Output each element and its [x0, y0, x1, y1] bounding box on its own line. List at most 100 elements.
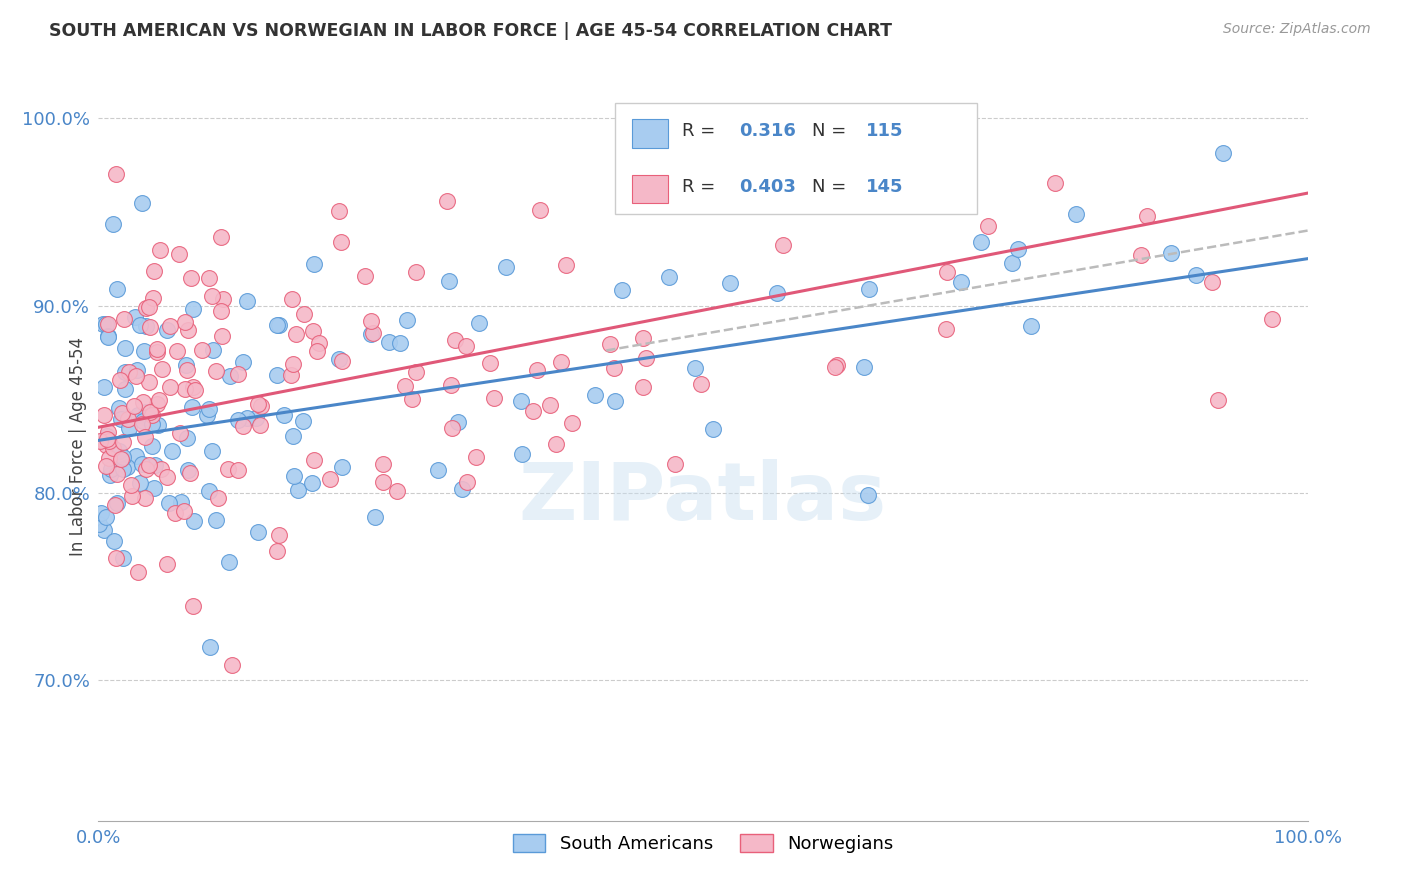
- Point: [1212, 146, 1234, 161]
- Point: [98, 450, 121, 465]
- Point: [170, 495, 193, 509]
- Point: [456, 475, 478, 490]
- Point: [283, 469, 305, 483]
- Point: [142, 291, 165, 305]
- Point: [110, 412, 132, 426]
- Point: [308, 335, 330, 350]
- Point: [236, 410, 259, 425]
- Point: [1260, 312, 1282, 326]
- Point: [166, 344, 188, 359]
- Point: [307, 344, 329, 359]
- Point: [135, 301, 157, 315]
- Point: [146, 417, 169, 432]
- Point: [117, 412, 139, 426]
- Point: [173, 383, 195, 397]
- Point: [132, 395, 155, 409]
- Point: [226, 413, 249, 427]
- Point: [134, 429, 156, 443]
- Text: N =: N =: [811, 178, 852, 195]
- Point: [388, 335, 411, 350]
- Point: [330, 235, 353, 249]
- Point: [371, 457, 394, 471]
- Point: [664, 457, 686, 471]
- Point: [328, 204, 350, 219]
- Text: 0.316: 0.316: [740, 122, 796, 140]
- Point: [364, 510, 387, 524]
- Point: [935, 322, 957, 336]
- Point: [304, 452, 326, 467]
- Point: [105, 168, 128, 182]
- Point: [103, 533, 125, 548]
- Point: [96, 428, 118, 442]
- Point: [209, 230, 232, 244]
- Point: [510, 447, 533, 461]
- Text: R =: R =: [682, 122, 721, 140]
- Point: [111, 462, 134, 476]
- Point: [526, 363, 548, 377]
- Point: [181, 380, 204, 394]
- Point: [236, 294, 259, 309]
- Point: [173, 504, 195, 518]
- Point: [114, 341, 136, 355]
- Point: [426, 463, 449, 477]
- Point: [605, 393, 627, 408]
- Point: [169, 425, 191, 440]
- Point: [401, 392, 423, 406]
- Point: [98, 468, 121, 483]
- Point: [143, 458, 166, 473]
- Point: [112, 450, 135, 464]
- Point: [603, 361, 626, 376]
- Point: [150, 362, 173, 376]
- Point: [1208, 392, 1230, 407]
- Point: [111, 435, 134, 450]
- Point: [114, 365, 136, 379]
- Point: [284, 326, 307, 341]
- Point: [720, 276, 742, 290]
- Point: [157, 496, 180, 510]
- Point: [464, 450, 486, 464]
- Point: [156, 470, 179, 484]
- Point: [93, 408, 115, 422]
- Point: [522, 404, 544, 418]
- Point: [198, 640, 221, 655]
- Point: [183, 599, 205, 614]
- Point: [702, 422, 724, 436]
- Point: [181, 301, 204, 316]
- Point: [387, 484, 409, 499]
- Point: [145, 397, 167, 411]
- Point: [183, 384, 205, 398]
- Point: [204, 364, 226, 378]
- Point: [245, 411, 267, 425]
- Point: [690, 377, 713, 392]
- Point: [405, 365, 427, 379]
- Point: [129, 318, 152, 332]
- Point: [122, 399, 145, 413]
- Point: [134, 491, 156, 505]
- Point: [1007, 242, 1029, 256]
- Point: [482, 391, 505, 405]
- Point: [301, 475, 323, 490]
- Point: [105, 282, 128, 296]
- Point: [110, 452, 132, 467]
- Point: [198, 271, 221, 285]
- Text: ZIPatlas: ZIPatlas: [519, 459, 887, 538]
- Point: [1136, 210, 1159, 224]
- Text: 0.403: 0.403: [740, 178, 796, 195]
- Point: [936, 265, 959, 279]
- Point: [174, 359, 197, 373]
- Point: [328, 351, 350, 366]
- Point: [105, 496, 128, 510]
- Point: [180, 271, 202, 285]
- Point: [93, 380, 115, 394]
- Point: [266, 318, 288, 332]
- Point: [207, 491, 229, 506]
- Point: [1201, 275, 1223, 289]
- Point: [97, 329, 120, 343]
- Point: [148, 392, 170, 407]
- Point: [555, 258, 578, 272]
- Point: [957, 162, 980, 177]
- Point: [977, 219, 1000, 233]
- Point: [631, 331, 654, 345]
- Point: [1185, 268, 1208, 282]
- Point: [135, 462, 157, 476]
